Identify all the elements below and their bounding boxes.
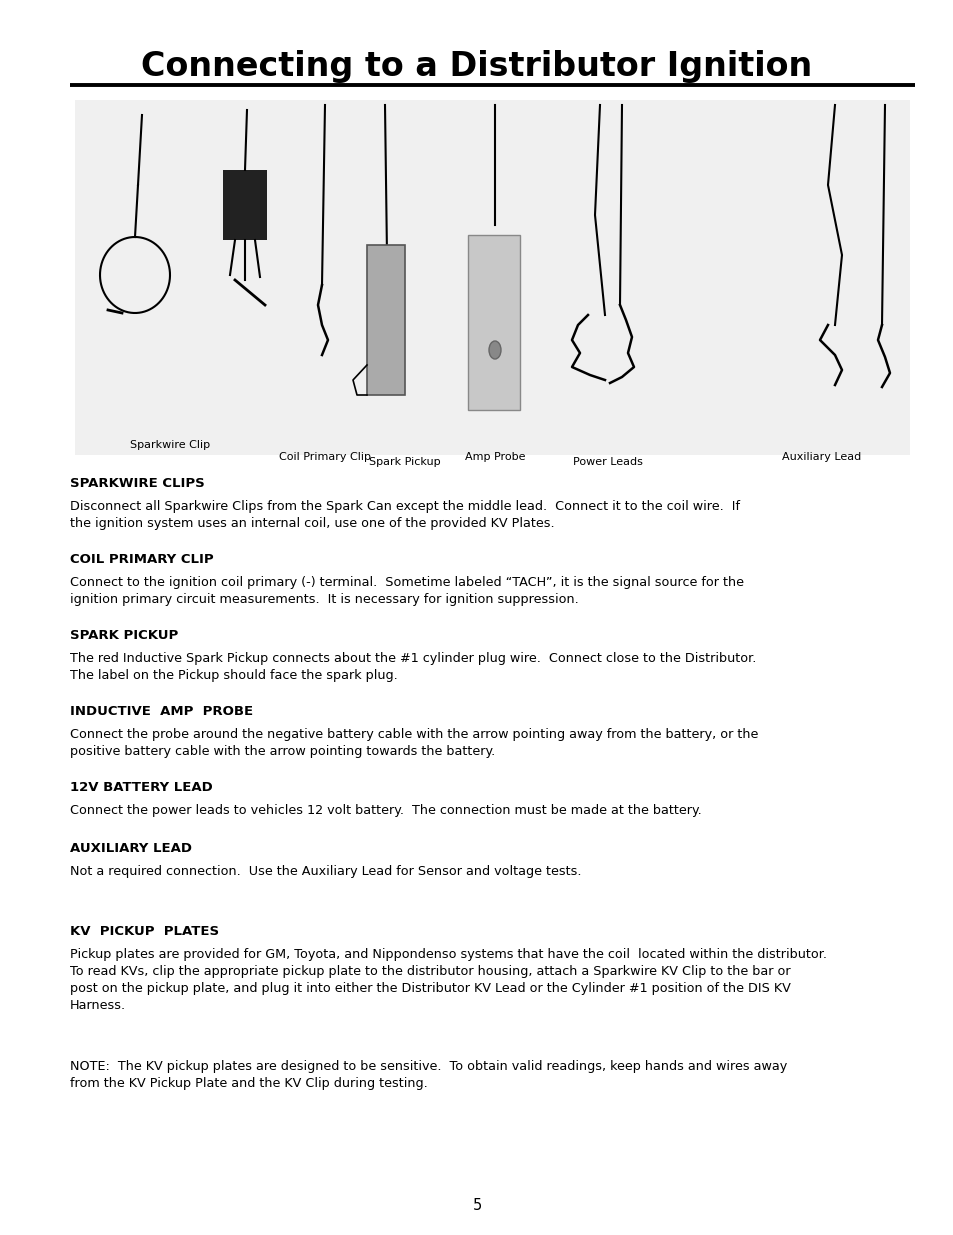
Text: SPARKWIRE CLIPS: SPARKWIRE CLIPS xyxy=(70,477,205,490)
Text: INDUCTIVE  AMP  PROBE: INDUCTIVE AMP PROBE xyxy=(70,705,253,718)
Text: Disconnect all Sparkwire Clips from the Spark Can except the middle lead.  Conne: Disconnect all Sparkwire Clips from the … xyxy=(70,500,740,530)
Text: Amp Probe: Amp Probe xyxy=(464,452,525,462)
Text: Coil Primary Clip: Coil Primary Clip xyxy=(278,452,371,462)
Bar xyxy=(468,235,519,410)
Bar xyxy=(367,245,405,395)
Text: NOTE:  The KV pickup plates are designed to be sensitive.  To obtain valid readi: NOTE: The KV pickup plates are designed … xyxy=(70,1060,786,1091)
Bar xyxy=(75,100,909,454)
Text: Not a required connection.  Use the Auxiliary Lead for Sensor and voltage tests.: Not a required connection. Use the Auxil… xyxy=(70,864,581,878)
Text: Connect the probe around the negative battery cable with the arrow pointing away: Connect the probe around the negative ba… xyxy=(70,727,758,758)
Ellipse shape xyxy=(489,341,500,359)
Text: 12V BATTERY LEAD: 12V BATTERY LEAD xyxy=(70,781,213,794)
Text: KV  PICKUP  PLATES: KV PICKUP PLATES xyxy=(70,925,219,939)
Text: The red Inductive Spark Pickup connects about the #1 cylinder plug wire.  Connec: The red Inductive Spark Pickup connects … xyxy=(70,652,756,682)
Text: Sparkwire Clip: Sparkwire Clip xyxy=(130,440,210,450)
Text: 5: 5 xyxy=(472,1198,481,1213)
Text: Auxiliary Lead: Auxiliary Lead xyxy=(781,452,861,462)
Text: SPARK PICKUP: SPARK PICKUP xyxy=(70,629,178,642)
Text: AUXILIARY LEAD: AUXILIARY LEAD xyxy=(70,842,192,855)
Text: Connect the power leads to vehicles 12 volt battery.  The connection must be mad: Connect the power leads to vehicles 12 v… xyxy=(70,804,701,818)
Text: Connect to the ignition coil primary (-) terminal.  Sometime labeled “TACH”, it : Connect to the ignition coil primary (-)… xyxy=(70,576,743,606)
Bar xyxy=(223,170,267,240)
Text: Power Leads: Power Leads xyxy=(573,457,642,467)
Text: Pickup plates are provided for GM, Toyota, and Nippondenso systems that have the: Pickup plates are provided for GM, Toyot… xyxy=(70,948,826,1011)
Text: Spark Pickup: Spark Pickup xyxy=(369,457,440,467)
Text: Connecting to a Distributor Ignition: Connecting to a Distributor Ignition xyxy=(141,49,812,83)
Text: COIL PRIMARY CLIP: COIL PRIMARY CLIP xyxy=(70,553,213,566)
